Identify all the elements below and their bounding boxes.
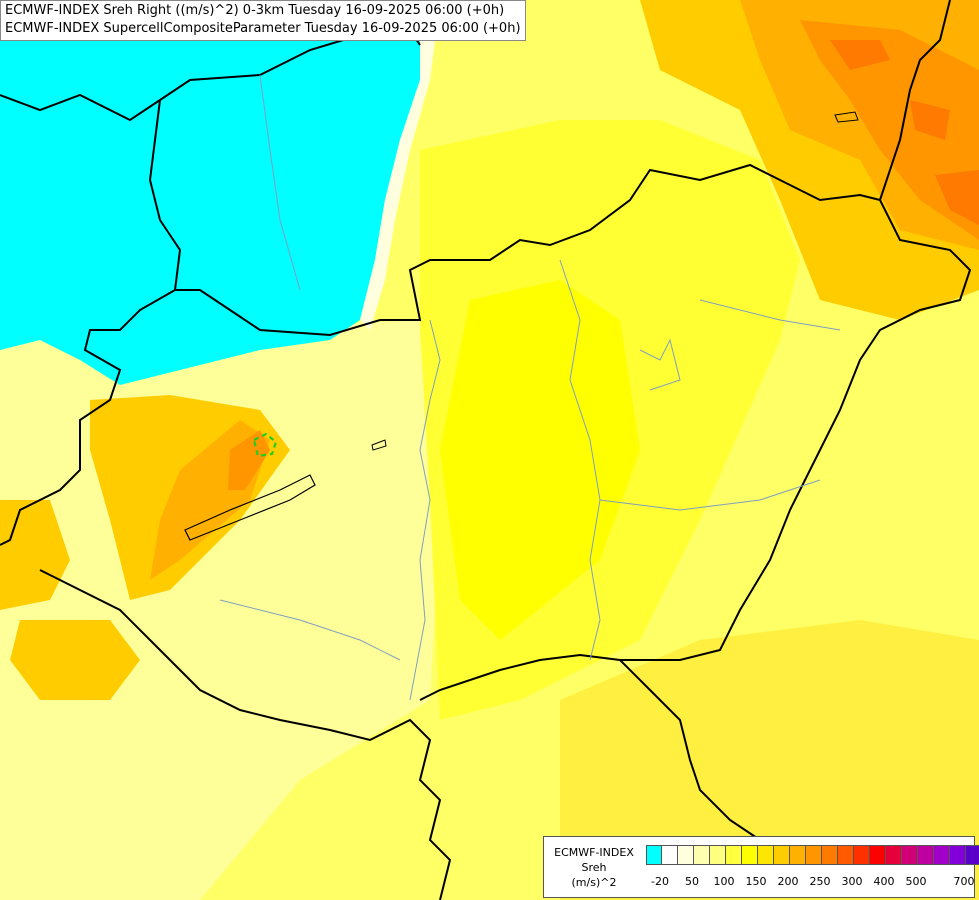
color-legend: ECMWF-INDEX Sreh (m/s)^2 -20 50 100 150 200 2… xyxy=(543,836,979,898)
deep-yellow-southeast xyxy=(560,620,979,900)
legend-tick-label: 200 xyxy=(777,875,799,888)
orange-field-southwest xyxy=(10,620,140,700)
border-southeast-segment xyxy=(619,659,761,841)
legend-swatch xyxy=(902,845,918,865)
legend-swatch xyxy=(742,845,758,865)
legend-swatch xyxy=(646,845,662,865)
legend-swatch xyxy=(838,845,854,865)
legend-swatch xyxy=(662,845,678,865)
river-morava xyxy=(259,74,301,291)
legend-swatch xyxy=(854,845,870,865)
legend-tick-label: 300 xyxy=(841,875,863,888)
legend-tick-label: 500 xyxy=(905,875,927,888)
legend-swatch xyxy=(806,845,822,865)
legend-ticks: -20 50 100 150 200 250 300 400 500 700 xyxy=(646,875,974,891)
legend-unit: (m/s)^2 xyxy=(571,876,617,889)
river-tisza xyxy=(559,259,601,661)
region-line-southeast xyxy=(599,479,821,511)
legend-tick-label: -20 xyxy=(651,875,669,888)
lake-outline xyxy=(184,474,316,541)
legend-swatch xyxy=(774,845,790,865)
legend-tick-label: 100 xyxy=(713,875,735,888)
border-west-segment xyxy=(0,99,182,546)
cyan-edge-highlight xyxy=(360,0,440,330)
legend-tick-label: 250 xyxy=(809,875,831,888)
header-line-sreh: ECMWF-INDEX Sreh Right ((m/s)^2) 0-3km T… xyxy=(5,3,505,18)
river-danube xyxy=(409,319,441,701)
legend-tick-label: 150 xyxy=(745,875,767,888)
darkest-orange-cell-2 xyxy=(910,100,950,140)
legend-swatch xyxy=(886,845,902,865)
cyan-low-value-area xyxy=(0,0,420,385)
orange-field-far-west xyxy=(0,500,70,610)
small-reservoir xyxy=(834,111,859,123)
legend-tick-label: 700 xyxy=(953,875,975,888)
legend-tick-label: 50 xyxy=(685,875,699,888)
legend-swatch xyxy=(710,845,726,865)
dark-orange-northeast xyxy=(800,20,979,240)
region-line-northeast xyxy=(699,299,841,331)
dark-orange-west xyxy=(228,430,270,490)
darkest-orange-cell-3 xyxy=(935,170,979,225)
legend-swatch xyxy=(950,845,966,865)
darkest-orange-cell-1 xyxy=(830,40,890,70)
legend-swatch xyxy=(678,845,694,865)
legend-swatch xyxy=(694,845,710,865)
scp-contour xyxy=(252,432,278,458)
region-line-south xyxy=(219,599,401,661)
legend-swatch xyxy=(918,845,934,865)
border-south-segment xyxy=(39,569,452,900)
core-yellow xyxy=(440,280,640,640)
legend-swatch xyxy=(726,845,742,865)
legend-swatch xyxy=(870,845,886,865)
legend-swatch xyxy=(966,845,979,865)
legend-swatches xyxy=(646,845,979,865)
region-line-east xyxy=(639,338,681,391)
border-northeast-segment xyxy=(879,0,951,201)
small-lake xyxy=(371,439,387,451)
map-header: ECMWF-INDEX Sreh Right ((m/s)^2) 0-3km T… xyxy=(0,0,526,41)
legend-caption: ECMWF-INDEX Sreh (m/s)^2 xyxy=(544,837,644,890)
legend-title: ECMWF-INDEX xyxy=(554,846,634,859)
legend-variable: Sreh xyxy=(581,861,607,874)
legend-swatch xyxy=(822,845,838,865)
legend-swatch xyxy=(758,845,774,865)
legend-swatch xyxy=(934,845,950,865)
legend-tick-label: 400 xyxy=(873,875,895,888)
legend-swatch xyxy=(790,845,806,865)
header-line-scp: ECMWF-INDEX SupercellCompositeParameter … xyxy=(5,21,521,36)
